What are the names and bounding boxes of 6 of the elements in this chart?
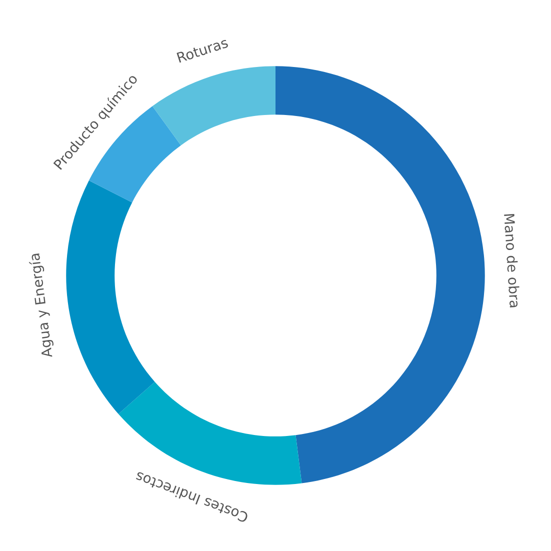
slice-label: Agua y Energía	[28, 253, 56, 358]
donut-slice	[66, 180, 155, 414]
donut-slice	[152, 66, 276, 146]
donut-slice	[276, 66, 485, 484]
slice-label: Mano de obra	[504, 214, 520, 308]
slice-label: Roturas	[176, 37, 229, 63]
